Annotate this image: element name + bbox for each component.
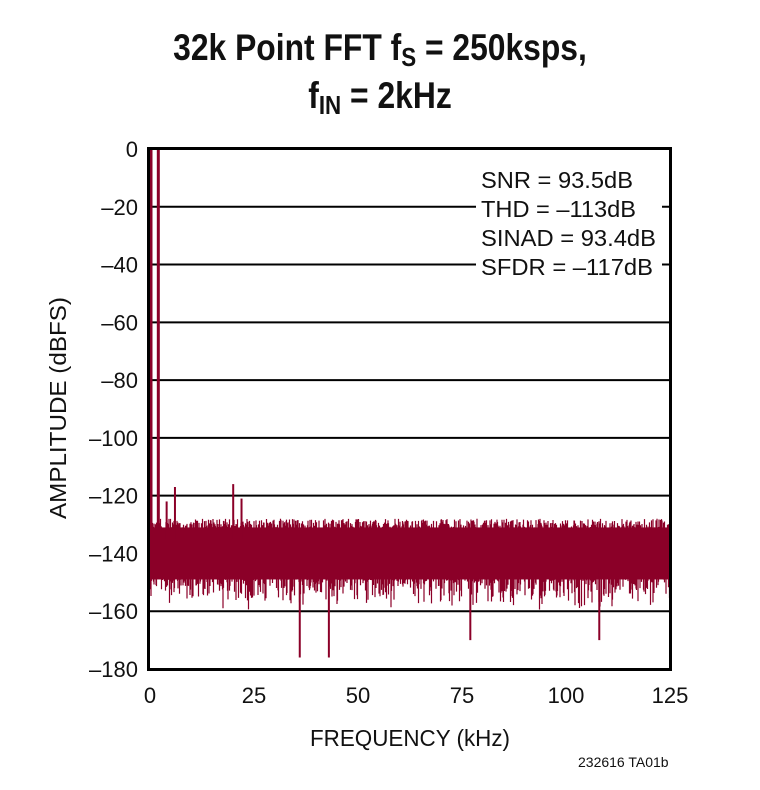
thd-text: THD = –113dB	[481, 196, 636, 222]
snr-text: SNR = 93.5dB	[481, 167, 633, 193]
y-tick-label: –120	[89, 484, 138, 509]
y-tick-label: –160	[89, 599, 138, 624]
x-axis-label: FREQUENCY (kHz)	[310, 725, 510, 751]
sfdr-text: SFDR = –117dB	[481, 254, 653, 280]
y-tick-label: –100	[89, 426, 138, 451]
y-tick-label: 0	[126, 137, 138, 162]
x-tick-labels: 0 25 50 75 100 125	[144, 683, 688, 708]
y-tick-label: –20	[101, 195, 138, 220]
x-tick-label: 100	[548, 683, 585, 708]
y-tick-label: –40	[101, 253, 138, 278]
x-tick-label: 125	[652, 683, 689, 708]
y-tick-label: –80	[101, 368, 138, 393]
plot-frame	[147, 147, 672, 671]
sinad-text: SINAD = 93.4dB	[481, 225, 656, 251]
x-tick-label: 50	[346, 683, 370, 708]
fft-series	[149, 149, 671, 658]
chart-title-line-2: fIN = 2kHz	[308, 75, 452, 120]
metrics-annotation: SNR = 93.5dB THD = –113dB SINAD = 93.4dB…	[476, 158, 662, 286]
x-tick-label: 25	[242, 683, 266, 708]
figure-id-footnote: 232616 TA01b	[578, 754, 669, 770]
chart-title-line-1: 32k Point FFT fS = 250ksps,	[173, 27, 587, 72]
y-tick-labels: 0 –20 –40 –60 –80 –100 –120 –140 –160 –180	[89, 137, 138, 682]
x-tick-label: 75	[450, 683, 474, 708]
y-tick-label: –180	[89, 657, 138, 682]
y-axis-label: AMPLITUDE (dBFS)	[45, 297, 71, 519]
y-tick-label: –60	[101, 310, 138, 335]
x-tick-label: 0	[144, 683, 156, 708]
y-tick-label: –140	[89, 541, 138, 566]
